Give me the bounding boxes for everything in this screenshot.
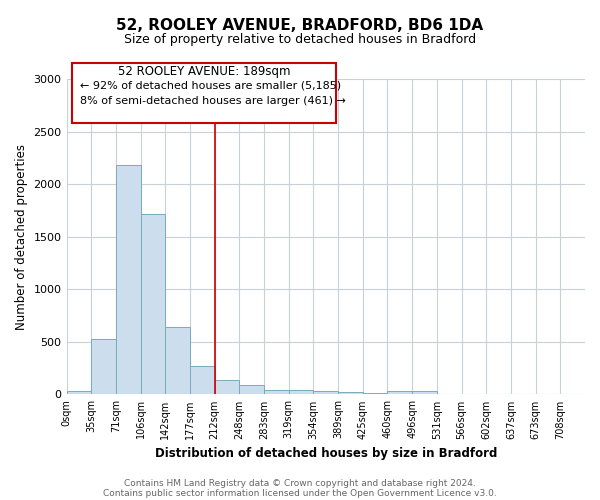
Bar [165, 327, 190, 394]
Bar [313, 392, 338, 394]
Bar [91, 338, 116, 394]
Text: ← 92% of detached houses are smaller (5,185): ← 92% of detached houses are smaller (5,… [80, 80, 341, 90]
Bar [116, 164, 140, 394]
Bar [215, 380, 239, 394]
Text: 52 ROOLEY AVENUE: 189sqm: 52 ROOLEY AVENUE: 189sqm [118, 65, 290, 78]
Bar [289, 390, 313, 394]
Bar [388, 392, 412, 394]
Text: Contains HM Land Registry data © Crown copyright and database right 2024.: Contains HM Land Registry data © Crown c… [124, 478, 476, 488]
Bar [239, 386, 264, 394]
Bar [363, 393, 388, 394]
X-axis label: Distribution of detached houses by size in Bradford: Distribution of detached houses by size … [155, 447, 497, 460]
Text: 52, ROOLEY AVENUE, BRADFORD, BD6 1DA: 52, ROOLEY AVENUE, BRADFORD, BD6 1DA [116, 18, 484, 32]
Text: 8% of semi-detached houses are larger (461) →: 8% of semi-detached houses are larger (4… [80, 96, 346, 106]
Bar [412, 392, 437, 394]
Bar [338, 392, 363, 394]
Text: Contains public sector information licensed under the Open Government Licence v3: Contains public sector information licen… [103, 488, 497, 498]
Bar [190, 366, 215, 394]
Text: Size of property relative to detached houses in Bradford: Size of property relative to detached ho… [124, 32, 476, 46]
Bar [264, 390, 289, 394]
Bar [67, 391, 91, 394]
Y-axis label: Number of detached properties: Number of detached properties [15, 144, 28, 330]
Bar [140, 214, 165, 394]
FancyBboxPatch shape [72, 63, 336, 123]
